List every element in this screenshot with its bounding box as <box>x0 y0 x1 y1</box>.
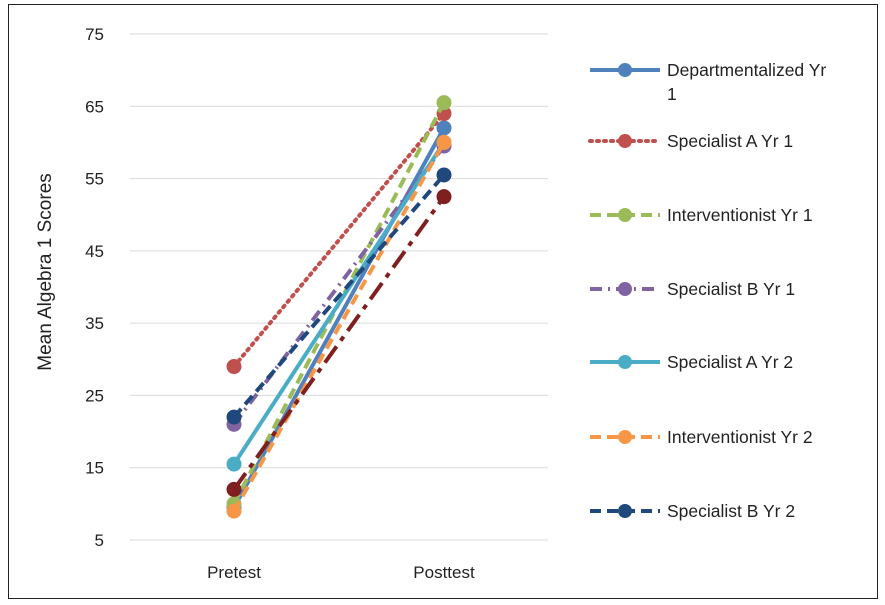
y-tick-label: 45 <box>85 242 104 261</box>
series-6 <box>226 134 452 519</box>
legend-item: Interventionist Yr 1 <box>590 205 813 225</box>
series-line <box>232 173 446 419</box>
y-tick-label: 15 <box>85 459 104 478</box>
legend-marker <box>618 430 632 444</box>
series-7 <box>226 167 452 425</box>
legend-item: Specialist A Yr 1 <box>588 131 793 151</box>
series-5 <box>226 134 452 472</box>
series-line <box>232 141 446 513</box>
y-tick-label: 25 <box>85 386 104 405</box>
legend-item: Specialist A Yr 2 <box>590 352 793 372</box>
legend-marker <box>618 355 632 369</box>
legend-marker <box>618 282 632 296</box>
legend-label: Specialist B Yr 1 <box>667 279 795 299</box>
legend-marker <box>618 208 632 222</box>
series-line <box>232 141 446 466</box>
legend-label: Specialist A Yr 1 <box>667 131 793 151</box>
legend-label: Interventionist Yr 2 <box>667 427 813 447</box>
series-line <box>232 127 446 509</box>
legend-marker <box>618 504 632 518</box>
data-point <box>436 189 452 205</box>
series-2 <box>226 106 452 375</box>
legend-label: Specialist B Yr 2 <box>667 501 795 521</box>
series-line <box>232 195 446 491</box>
legend-item: Specialist B Yr 1 <box>590 279 795 299</box>
series-lines <box>226 95 452 519</box>
data-point <box>226 456 242 472</box>
data-point <box>436 167 452 183</box>
y-tick-label: 55 <box>85 170 104 189</box>
y-tick-label: 65 <box>85 97 104 116</box>
legend-marker <box>618 134 632 148</box>
legend-item: Specialist B Yr 2 <box>590 501 795 521</box>
y-tick-label: 75 <box>85 25 104 44</box>
legend-item: Departmentalized Yr 1 <box>590 60 826 104</box>
data-point <box>226 503 242 519</box>
legend-label: Specialist A Yr 2 <box>667 352 793 372</box>
y-tick-label: 35 <box>85 314 104 333</box>
x-tick-label: Pretest <box>207 563 261 582</box>
data-point <box>226 481 242 497</box>
data-point <box>226 359 242 375</box>
data-point <box>226 409 242 425</box>
legend: Departmentalized Yr 1 Specialist A Yr 1 Int… <box>588 60 826 521</box>
gridlines <box>130 33 548 541</box>
data-point <box>436 120 452 136</box>
x-tick-label: Posttest <box>413 563 475 582</box>
series-8 <box>226 189 452 497</box>
legend-label: Interventionist Yr 1 <box>667 205 813 225</box>
data-point <box>436 134 452 150</box>
data-point <box>436 95 452 111</box>
legend-label: Departmentalized Yr 1 <box>667 60 826 104</box>
legend-item: Interventionist Yr 2 <box>590 427 813 447</box>
legend-marker <box>618 63 632 77</box>
y-axis-label: Mean Algebra 1 Scores <box>35 173 56 371</box>
axis-ticks: 5 15 25 35 45 55 65 75 Pretest Posttest <box>85 25 475 582</box>
series-line <box>232 111 446 369</box>
y-tick-label: 5 <box>95 531 104 550</box>
